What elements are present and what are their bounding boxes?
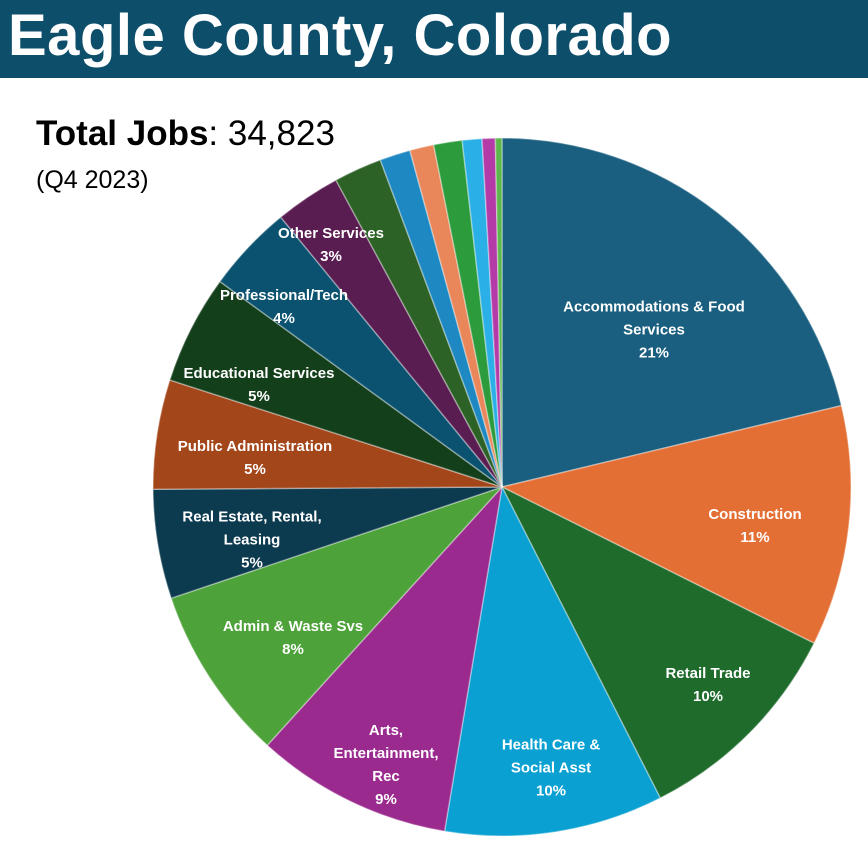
pie-slice	[461, 137, 503, 488]
pie-slice	[494, 137, 503, 488]
pie-slice	[432, 139, 503, 488]
value-label: 10%	[692, 688, 724, 705]
category-name: Health Care & Social Asst	[501, 736, 601, 777]
pie-slice	[266, 484, 504, 833]
total-value: : 34,823	[208, 114, 335, 153]
pie-slice	[500, 485, 816, 800]
category-name: Educational Services	[183, 365, 335, 382]
category-name: Arts, Entertainment, Rec	[333, 722, 439, 785]
slice-label: Public Administration 5%	[165, 435, 345, 481]
value-label: 11%	[740, 529, 770, 546]
period: (Q4 2023)	[36, 166, 149, 194]
slice-label: Arts, Entertainment, Rec 9%	[321, 719, 451, 811]
value-label: 5%	[244, 461, 266, 478]
value-label: 4%	[273, 310, 295, 327]
value-label: 8%	[282, 641, 304, 658]
category-name: Construction	[708, 506, 802, 523]
header-bar	[0, 0, 868, 78]
slice-label: Retail Trade 10%	[648, 662, 768, 708]
pie-slice	[279, 179, 503, 488]
value-label: 9%	[375, 791, 397, 808]
slice-label: Real Estate, Rental, Leasing 5%	[170, 506, 335, 575]
pie-slice	[499, 404, 852, 645]
pie-slice	[152, 379, 503, 490]
pie-slice	[168, 280, 503, 488]
slice-label: Admin & Waste Svs 8%	[208, 615, 378, 661]
category-name: Professional/Tech	[219, 287, 349, 304]
slice-label: Other Services 3%	[261, 222, 401, 268]
category-name: Real Estate, Rental, Leasing	[182, 508, 322, 549]
category-name: Other Services	[278, 225, 384, 242]
slice-label: Accommodations & Food Services 21%	[554, 296, 754, 365]
pie-slice	[170, 485, 505, 747]
value-label: 21%	[638, 344, 670, 362]
pie-slice	[443, 484, 662, 837]
value-label: 5%	[241, 554, 263, 572]
page-title: Eagle County, Colorado	[8, 3, 673, 68]
total-label: Total Jobs	[36, 114, 209, 153]
value-label: 10%	[535, 782, 567, 800]
value-label: 3%	[320, 248, 342, 265]
pie-slice	[152, 486, 503, 600]
pie-slice	[218, 216, 503, 488]
pie-slice	[379, 149, 503, 488]
category-name: Public Administration	[177, 438, 333, 455]
pie-slice	[481, 137, 503, 488]
pie-slice	[334, 158, 503, 488]
slice-label: Construction 11%	[690, 503, 820, 549]
pie-slice	[501, 137, 843, 488]
total-jobs: Total Jobs: 34,823	[36, 114, 335, 154]
category-name: Retail Trade	[665, 665, 751, 682]
slice-label: Professional/Tech 4%	[204, 284, 364, 330]
slice-label: Health Care & Social Asst 10%	[491, 734, 611, 803]
category-name: Admin & Waste Svs	[222, 618, 364, 635]
slice-label: Educational Services 5%	[169, 362, 349, 408]
category-name: Accommodations & Food Services	[563, 298, 745, 339]
pie-slice	[408, 143, 503, 488]
value-label: 5%	[248, 388, 270, 405]
